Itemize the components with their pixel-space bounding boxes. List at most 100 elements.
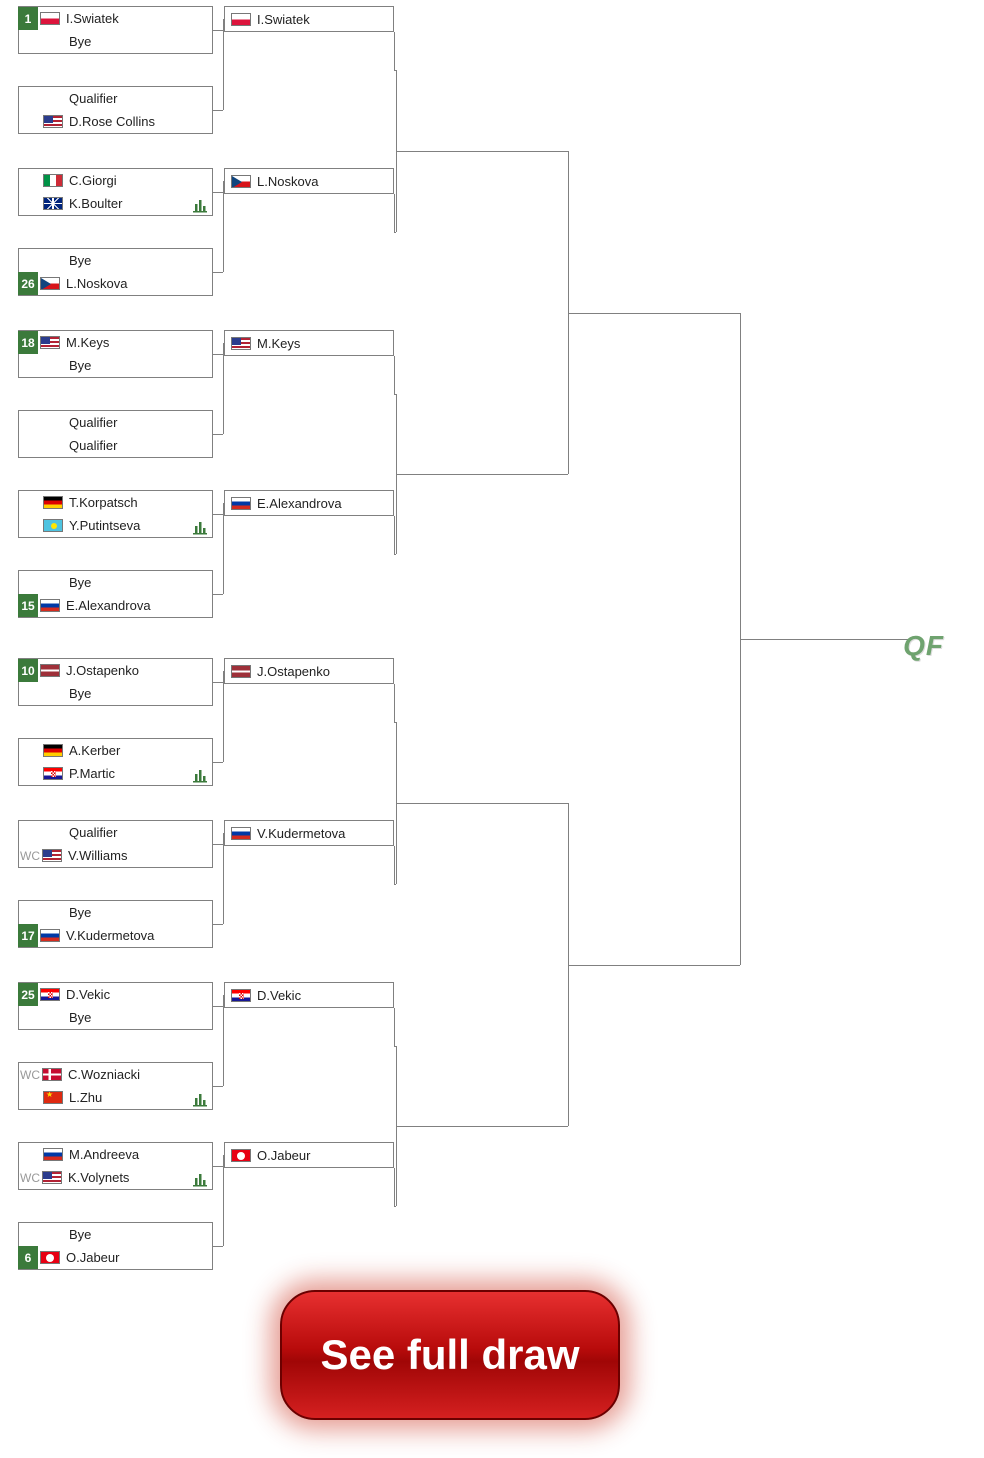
player-name: K.Boulter bbox=[69, 196, 122, 211]
player-slot[interactable]: WCC.Wozniacki bbox=[19, 1063, 212, 1086]
player-slot[interactable]: Bye bbox=[19, 571, 212, 594]
player-slot[interactable]: Bye bbox=[19, 1223, 212, 1246]
player-name: Qualifier bbox=[69, 825, 117, 840]
stats-icon[interactable] bbox=[192, 1091, 208, 1107]
bracket-line bbox=[213, 110, 223, 111]
no-flag bbox=[43, 254, 63, 267]
player-slot[interactable]: D.Rose Collins bbox=[19, 110, 212, 133]
flag-rus-icon bbox=[40, 929, 60, 942]
bracket-line bbox=[213, 514, 223, 515]
no-flag bbox=[43, 906, 63, 919]
player-slot[interactable]: Bye bbox=[19, 682, 212, 705]
flag-usa-icon bbox=[42, 1171, 62, 1184]
player-name: Qualifier bbox=[69, 415, 117, 430]
player-name: L.Noskova bbox=[257, 174, 318, 189]
no-flag bbox=[43, 416, 63, 429]
player-slot[interactable]: 1I.Swiatek bbox=[19, 7, 212, 30]
player-slot[interactable]: I.Swiatek bbox=[225, 7, 393, 31]
r1-match: 18M.Keys Bye bbox=[18, 330, 213, 378]
player-slot[interactable]: 6O.Jabeur bbox=[19, 1246, 212, 1269]
player-slot[interactable]: Bye bbox=[19, 901, 212, 924]
player-name: D.Rose Collins bbox=[69, 114, 155, 129]
player-slot[interactable]: Qualifier bbox=[19, 434, 212, 457]
r2-winner: V.Kudermetova bbox=[224, 820, 394, 846]
player-slot[interactable]: M.Andreeva bbox=[19, 1143, 212, 1166]
flag-pol-icon bbox=[231, 13, 251, 26]
player-slot[interactable]: D.Vekic bbox=[225, 983, 393, 1007]
stats-icon[interactable] bbox=[192, 197, 208, 213]
player-slot[interactable]: Qualifier bbox=[19, 821, 212, 844]
player-name: C.Wozniacki bbox=[68, 1067, 140, 1082]
player-slot[interactable]: Y.Putintseva bbox=[19, 514, 212, 537]
bracket-line bbox=[568, 313, 740, 314]
player-slot[interactable]: 18M.Keys bbox=[19, 331, 212, 354]
player-name: M.Keys bbox=[66, 335, 109, 350]
player-name: T.Korpatsch bbox=[69, 495, 138, 510]
player-name: L.Zhu bbox=[69, 1090, 102, 1105]
flag-lat-icon bbox=[40, 664, 60, 677]
player-slot[interactable]: Qualifier bbox=[19, 87, 212, 110]
bracket-line bbox=[394, 846, 395, 884]
player-slot[interactable]: V.Kudermetova bbox=[225, 821, 393, 845]
player-slot[interactable]: 25D.Vekic bbox=[19, 983, 212, 1006]
see-full-draw-button[interactable]: See full draw bbox=[280, 1290, 620, 1420]
player-slot[interactable]: L.Noskova bbox=[225, 169, 393, 193]
seed-badge: 6 bbox=[18, 1246, 38, 1269]
bracket-line bbox=[223, 884, 224, 885]
bracket-line bbox=[394, 194, 395, 232]
flag-ger-icon bbox=[43, 496, 63, 509]
no-flag bbox=[43, 359, 63, 372]
bracket-line bbox=[223, 1206, 224, 1207]
bracket-line bbox=[396, 1126, 568, 1127]
player-slot[interactable]: Bye bbox=[19, 30, 212, 53]
stats-icon[interactable] bbox=[192, 767, 208, 783]
player-slot[interactable]: Bye bbox=[19, 354, 212, 377]
player-slot[interactable]: WCK.Volynets bbox=[19, 1166, 212, 1189]
player-slot[interactable]: J.Ostapenko bbox=[225, 659, 393, 683]
player-slot[interactable]: 17V.Kudermetova bbox=[19, 924, 212, 947]
player-slot[interactable]: A.Kerber bbox=[19, 739, 212, 762]
bracket-line bbox=[394, 554, 396, 555]
player-slot[interactable]: K.Boulter bbox=[19, 192, 212, 215]
r1-match: Bye26L.Noskova bbox=[18, 248, 213, 296]
player-slot[interactable]: C.Giorgi bbox=[19, 169, 212, 192]
player-name: E.Alexandrova bbox=[66, 598, 151, 613]
player-slot[interactable]: P.Martic bbox=[19, 762, 212, 785]
bracket-line bbox=[213, 1166, 223, 1167]
player-slot[interactable]: 15E.Alexandrova bbox=[19, 594, 212, 617]
player-slot[interactable]: Bye bbox=[19, 1006, 212, 1029]
bracket-line bbox=[223, 19, 224, 30]
flag-gbr-icon bbox=[43, 197, 63, 210]
bracket-line bbox=[223, 181, 224, 192]
wildcard-label: WC bbox=[20, 849, 42, 863]
bracket-line bbox=[394, 1008, 395, 1046]
bracket-line bbox=[223, 232, 224, 233]
player-slot[interactable]: Qualifier bbox=[19, 411, 212, 434]
player-slot[interactable]: E.Alexandrova bbox=[225, 491, 393, 515]
player-slot[interactable]: L.Zhu bbox=[19, 1086, 212, 1109]
bracket-line bbox=[394, 684, 395, 722]
bracket-line bbox=[740, 639, 912, 640]
r1-match: Qualifier WCV.Williams bbox=[18, 820, 213, 868]
player-slot[interactable]: T.Korpatsch bbox=[19, 491, 212, 514]
r2-winner: L.Noskova bbox=[224, 168, 394, 194]
player-name: Y.Putintseva bbox=[69, 518, 140, 533]
player-slot[interactable]: Bye bbox=[19, 249, 212, 272]
player-slot[interactable]: WCV.Williams bbox=[19, 844, 212, 867]
player-name: I.Swiatek bbox=[257, 12, 310, 27]
player-slot[interactable]: 10J.Ostapenko bbox=[19, 659, 212, 682]
r1-match: A.KerberP.Martic bbox=[18, 738, 213, 786]
r1-match: T.Korpatsch Y.Putintseva bbox=[18, 490, 213, 538]
player-slot[interactable]: 26L.Noskova bbox=[19, 272, 212, 295]
player-name: Bye bbox=[69, 358, 91, 373]
stats-icon[interactable] bbox=[192, 1171, 208, 1187]
player-name: L.Noskova bbox=[66, 276, 127, 291]
see-full-draw-label: See full draw bbox=[320, 1332, 579, 1378]
player-slot[interactable]: O.Jabeur bbox=[225, 1143, 393, 1167]
player-name: Bye bbox=[69, 1227, 91, 1242]
r1-match: M.AndreevaWCK.Volynets bbox=[18, 1142, 213, 1190]
r2-winner: M.Keys bbox=[224, 330, 394, 356]
r1-match: Bye 6O.Jabeur bbox=[18, 1222, 213, 1270]
player-slot[interactable]: M.Keys bbox=[225, 331, 393, 355]
stats-icon[interactable] bbox=[192, 519, 208, 535]
